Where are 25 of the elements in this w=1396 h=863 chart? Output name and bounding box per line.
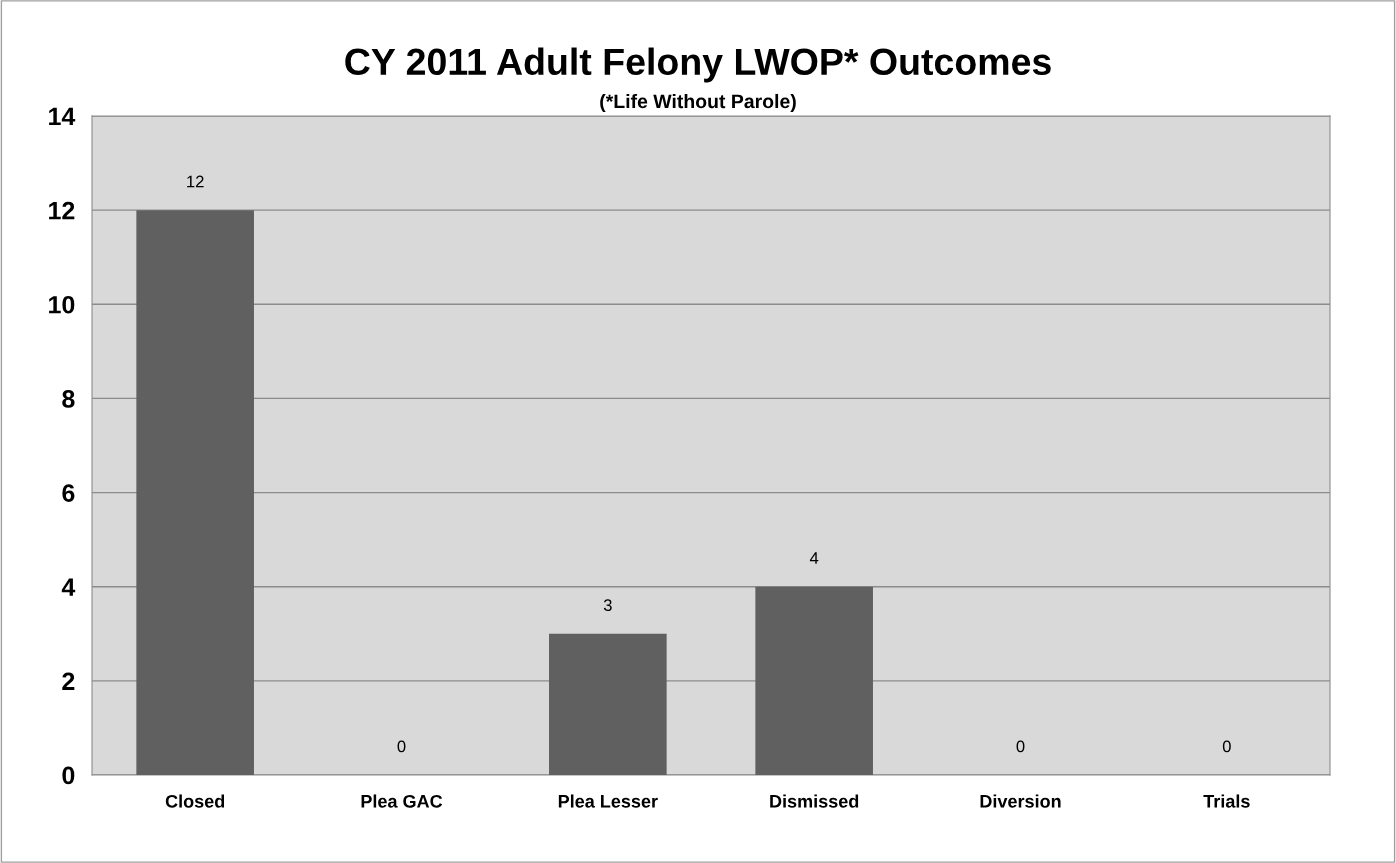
x-tick-label: Diversion — [980, 794, 1061, 808]
bar — [755, 586, 873, 775]
y-tick-label: 0 — [62, 766, 75, 785]
data-label: 0 — [397, 740, 406, 753]
bar — [136, 210, 254, 775]
data-label: 3 — [603, 599, 612, 612]
y-tick-label: 8 — [62, 390, 75, 408]
y-tick-label: 2 — [62, 672, 75, 690]
y-tick-label: 10 — [49, 295, 75, 314]
data-label: 0 — [1016, 740, 1025, 753]
x-tick-label: Plea GAC — [361, 794, 443, 808]
chart-subtitle: (*Life Without Parole) — [600, 93, 796, 113]
x-tick-label: Dismissed — [770, 794, 859, 808]
y-tick-label: 12 — [49, 201, 75, 220]
chart-title: CY 2011 Adult Felony LWOP* Outcomes — [345, 47, 1051, 83]
y-tick-label: 14 — [49, 107, 76, 126]
y-tick-label: 6 — [62, 484, 75, 502]
x-tick-label: Trials — [1203, 794, 1250, 808]
y-tick-label: 4 — [61, 578, 76, 596]
data-label: 0 — [1222, 740, 1231, 753]
data-label: 12 — [187, 175, 204, 188]
bar — [549, 633, 667, 775]
x-tick-label: Plea Lesser — [558, 794, 658, 808]
x-tick-label: Closed — [165, 794, 225, 808]
data-label: 4 — [809, 552, 819, 564]
